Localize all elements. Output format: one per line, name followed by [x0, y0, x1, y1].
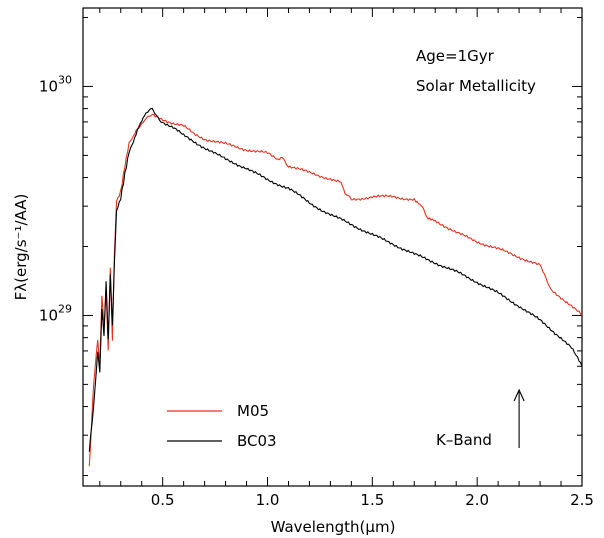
y-tick-label: 1030 [39, 73, 72, 95]
x-axis-label: Wavelength(μm) [271, 518, 396, 536]
annotation-age: Age=1Gyr [416, 47, 495, 65]
y-axis-label: Fλ(erg/s⁻¹/AA) [12, 194, 30, 301]
kband-arrow-head [513, 388, 525, 402]
x-tick-label: 2.5 [570, 491, 594, 509]
legend-label-m05: M05 [237, 402, 269, 420]
axis-tick-labels: 0.5 1.0 1.5 2.0 2.5 1029 1030 [39, 73, 594, 509]
series-layer [88, 107, 583, 467]
kband-arrow [513, 388, 525, 448]
x-tick-label: 2.0 [465, 491, 489, 509]
x-tick-label: 0.5 [151, 491, 175, 509]
x-tick-label: 1.5 [360, 491, 384, 509]
axis-ticks [83, 8, 583, 486]
annotation-metallicity: Solar Metallicity [416, 77, 536, 95]
legend-label-bc03: BC03 [237, 432, 277, 450]
annotation-kband: K–Band [436, 431, 492, 449]
series-line-bc03 [88, 107, 583, 452]
y-tick-label: 1029 [39, 302, 72, 324]
x-tick-label: 1.0 [256, 491, 280, 509]
series-line-m05 [88, 113, 583, 467]
legend: M05 BC03 [167, 402, 277, 450]
